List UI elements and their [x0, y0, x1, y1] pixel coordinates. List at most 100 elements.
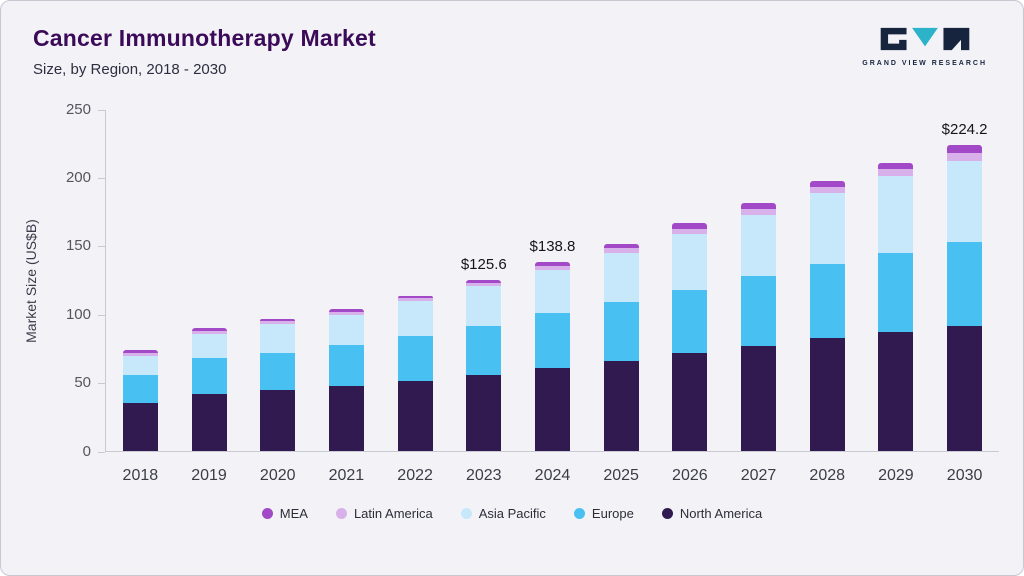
x-tick-label-2020: 2020 — [259, 467, 296, 484]
bar-segment-north-america[interactable] — [534, 367, 570, 451]
bar-segment-europe[interactable] — [191, 358, 227, 394]
bar-2026[interactable]: 2026 — [672, 110, 708, 484]
legend-label: Latin America — [353, 506, 433, 521]
bar-2022[interactable]: 2022 — [397, 110, 433, 484]
bar-segment-north-america[interactable] — [672, 352, 708, 451]
bar-segment-asia-pacific[interactable] — [466, 285, 502, 326]
bar-segment-mea[interactable] — [741, 202, 777, 209]
bar-segment-asia-pacific[interactable] — [672, 234, 708, 291]
bar-stack — [741, 202, 777, 451]
bar-segment-asia-pacific[interactable] — [534, 269, 570, 314]
bar-segment-north-america[interactable] — [741, 345, 777, 451]
bar-segment-mea[interactable] — [397, 295, 433, 299]
bar-segment-asia-pacific[interactable] — [397, 301, 433, 337]
total-label-2023: $125.6 — [460, 255, 507, 273]
bar-segment-north-america[interactable] — [878, 332, 914, 451]
bar-segment-europe[interactable] — [741, 276, 777, 346]
bar-2020[interactable]: 2020 — [260, 110, 296, 484]
legend-item-north-america[interactable]: North America — [661, 506, 763, 521]
bar-segment-asia-pacific[interactable] — [603, 253, 639, 303]
gvr-logo: GRAND VIEW RESEARCH — [862, 27, 987, 67]
bar-segment-europe[interactable] — [947, 242, 983, 326]
bar-2027[interactable]: 2027 — [741, 110, 777, 484]
bar-segment-asia-pacific[interactable] — [741, 215, 777, 277]
bar-segment-asia-pacific[interactable] — [191, 333, 227, 359]
legend-item-mea[interactable]: MEA — [261, 506, 308, 521]
bar-segment-latin-america[interactable] — [534, 265, 570, 270]
bar-segment-europe[interactable] — [260, 352, 296, 390]
bar-segment-europe[interactable] — [878, 253, 914, 333]
bar-segment-latin-america[interactable] — [466, 282, 502, 286]
y-tick-mark — [98, 177, 105, 179]
bar-segment-latin-america[interactable] — [603, 248, 639, 254]
legend-dot-europe — [573, 508, 585, 519]
bar-segment-north-america[interactable] — [122, 403, 158, 451]
x-tick-label-2023: 2023 — [465, 467, 502, 484]
bar-segment-mea[interactable] — [328, 309, 364, 312]
legend-dot-north-america — [661, 508, 673, 519]
bar-2030[interactable]: $224.2 2030 — [942, 110, 988, 484]
page-title: Cancer Immunotherapy Market — [33, 25, 376, 51]
legend-item-europe[interactable]: Europe — [573, 506, 634, 521]
bar-segment-north-america[interactable] — [809, 337, 845, 451]
bar-segment-latin-america[interactable] — [122, 352, 158, 356]
bar-segment-asia-pacific[interactable] — [260, 324, 296, 353]
bar-2018[interactable]: 2018 — [122, 110, 158, 484]
bar-segment-mea[interactable] — [191, 328, 227, 331]
bar-segment-north-america[interactable] — [191, 393, 227, 451]
bar-segment-latin-america[interactable] — [260, 321, 296, 325]
bar-segment-asia-pacific[interactable] — [878, 175, 914, 254]
bar-segment-mea[interactable] — [947, 145, 983, 154]
bar-2019[interactable]: 2019 — [191, 110, 227, 484]
bar-segment-europe[interactable] — [603, 302, 639, 361]
bar-segment-latin-america[interactable] — [328, 311, 364, 315]
bar-2024[interactable]: $138.8 2024 — [530, 110, 576, 484]
y-tick-mark — [98, 314, 105, 316]
bar-segment-latin-america[interactable] — [672, 228, 708, 235]
legend-label: Europe — [591, 506, 634, 521]
legend-item-asia-pacific[interactable]: Asia Pacific — [460, 506, 546, 521]
bar-stack — [191, 328, 227, 451]
bar-segment-europe[interactable] — [328, 344, 364, 386]
bar-segment-asia-pacific[interactable] — [328, 314, 364, 345]
bar-segment-mea[interactable] — [809, 180, 845, 188]
legend-label: North America — [679, 506, 763, 521]
bar-segment-europe[interactable] — [466, 325, 502, 375]
bar-2028[interactable]: 2028 — [809, 110, 845, 484]
bar-segment-europe[interactable] — [672, 290, 708, 353]
bar-segment-latin-america[interactable] — [741, 208, 777, 216]
bar-segment-latin-america[interactable] — [191, 331, 227, 334]
bar-segment-latin-america[interactable] — [397, 298, 433, 301]
title-block: Cancer Immunotherapy Market Size, by Reg… — [33, 25, 376, 78]
bar-segment-latin-america[interactable] — [947, 153, 983, 161]
bar-segment-north-america[interactable] — [947, 325, 983, 451]
bar-segment-europe[interactable] — [809, 264, 845, 338]
bar-segment-europe[interactable] — [122, 374, 158, 404]
bar-segment-asia-pacific[interactable] — [809, 193, 845, 265]
bar-segment-europe[interactable] — [397, 336, 433, 382]
bar-segment-europe[interactable] — [534, 313, 570, 368]
total-label-2024: $138.8 — [529, 237, 576, 255]
bar-segment-latin-america[interactable] — [809, 187, 845, 194]
bar-segment-north-america[interactable] — [466, 374, 502, 451]
bar-segment-mea[interactable] — [603, 243, 639, 249]
bar-segment-asia-pacific[interactable] — [122, 355, 158, 375]
bar-2029[interactable]: 2029 — [878, 110, 914, 484]
bar-segment-mea[interactable] — [672, 223, 708, 229]
bar-segment-north-america[interactable] — [603, 360, 639, 451]
bar-segment-mea[interactable] — [466, 279, 502, 283]
bar-segment-north-america[interactable] — [328, 385, 364, 451]
bar-segment-north-america[interactable] — [397, 381, 433, 451]
legend-item-latin-america[interactable]: Latin America — [335, 506, 433, 521]
bar-segment-latin-america[interactable] — [878, 169, 914, 176]
bar-segment-mea[interactable] — [260, 318, 296, 322]
bar-2021[interactable]: 2021 — [328, 110, 364, 484]
bar-2023[interactable]: $125.6 2023 — [461, 110, 507, 484]
bar-segment-mea[interactable] — [122, 350, 158, 353]
bar-segment-mea[interactable] — [878, 163, 914, 170]
bar-segment-mea[interactable] — [534, 261, 570, 266]
bar-segment-north-america[interactable] — [260, 389, 296, 451]
bar-2025[interactable]: 2025 — [603, 110, 639, 484]
bar-segment-asia-pacific[interactable] — [947, 160, 983, 243]
